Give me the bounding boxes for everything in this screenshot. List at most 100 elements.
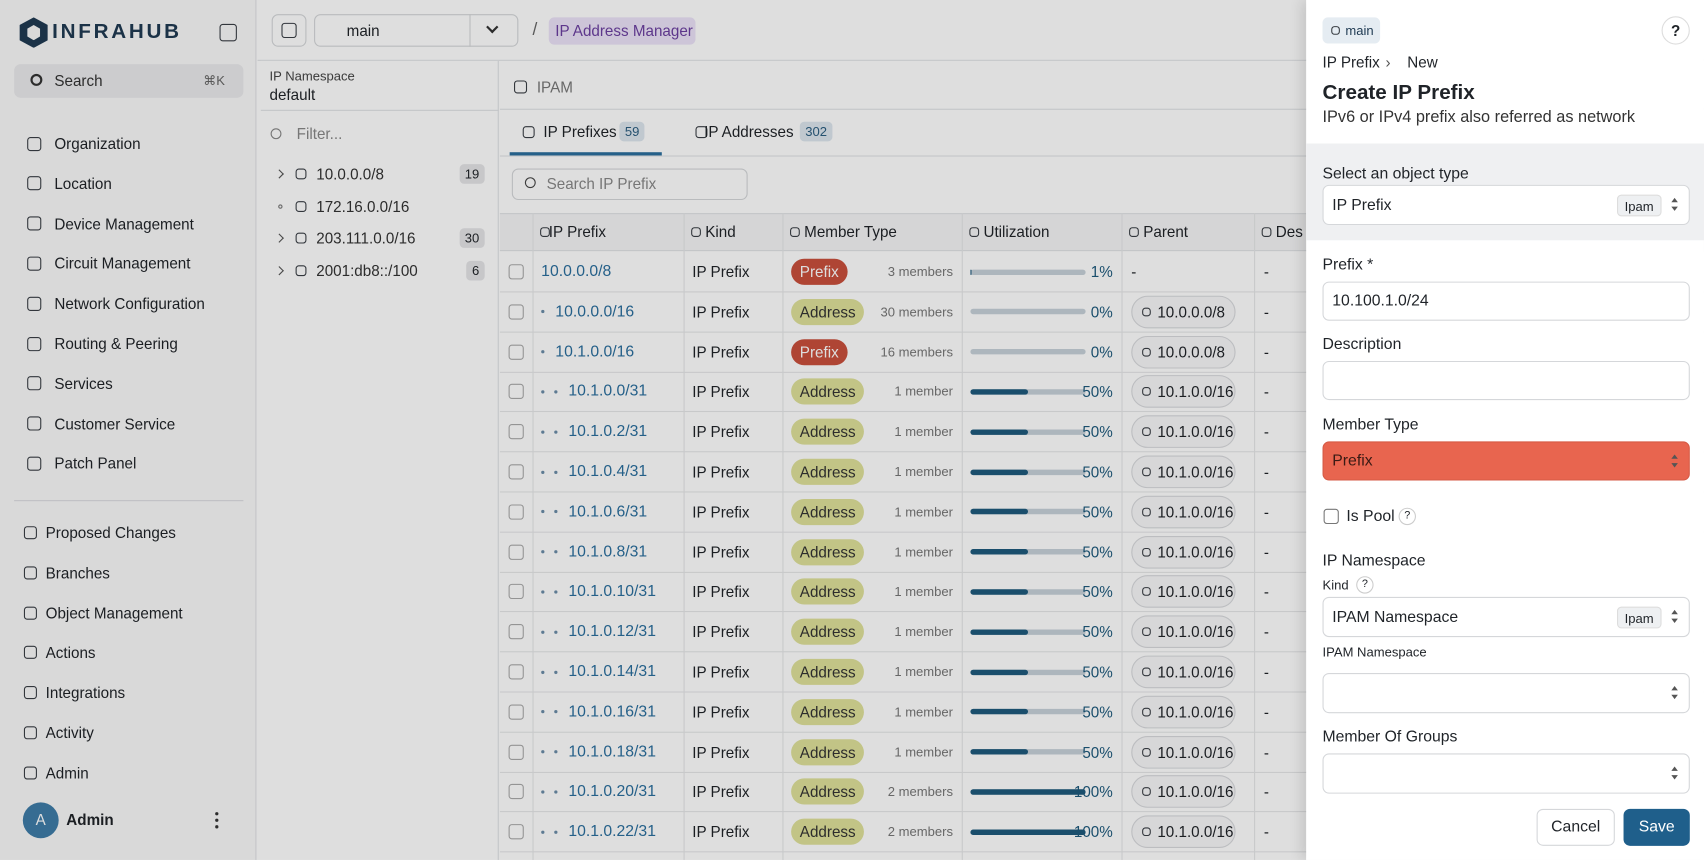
menu-item[interactable]: Routing & Peering xyxy=(54,334,178,353)
tree-item[interactable]: 2001:db8::/100 xyxy=(316,261,418,280)
prefix-link[interactable]: 10.0.0.0/16 xyxy=(555,303,635,321)
column-header[interactable]: Parent xyxy=(1143,222,1189,241)
prefix-link[interactable]: 10.0.0.0/8 xyxy=(541,263,612,281)
tab-label[interactable]: IP Prefixes xyxy=(543,122,617,141)
prefix-link[interactable]: 10.1.0.0/31 xyxy=(568,383,648,401)
breadcrumb[interactable]: IP Address Manager xyxy=(555,21,693,40)
tree-item[interactable]: 172.16.0.0/16 xyxy=(316,197,410,215)
parent-chip[interactable] xyxy=(1131,495,1236,529)
parent-chip[interactable] xyxy=(1131,775,1236,809)
parent-chip[interactable] xyxy=(1131,655,1236,689)
row-checkbox[interactable] xyxy=(508,504,524,520)
prefix-link[interactable]: 10.1.0.12/31 xyxy=(568,623,656,641)
description-input[interactable] xyxy=(1322,360,1690,401)
prefix-link[interactable]: 10.1.0.20/31 xyxy=(568,783,656,801)
parent-chip[interactable] xyxy=(1131,295,1236,329)
tree-item[interactable]: 203.111.0.0/16 xyxy=(316,229,416,247)
row-border xyxy=(499,811,1704,813)
parent-chip[interactable] xyxy=(1131,415,1236,449)
column-header[interactable]: Member Type xyxy=(804,222,897,241)
row-checkbox[interactable] xyxy=(508,704,524,720)
menu-item[interactable]: Activity xyxy=(45,724,94,742)
menu-item[interactable]: Object Management xyxy=(45,604,183,622)
parent-chip[interactable] xyxy=(1131,335,1236,369)
prefix-link[interactable]: 10.1.0.4/31 xyxy=(568,463,648,481)
row-checkbox[interactable] xyxy=(508,744,524,760)
branch-select[interactable] xyxy=(314,14,519,47)
groups-select[interactable] xyxy=(1322,753,1690,794)
utilization-fill xyxy=(970,509,1029,515)
tab-label[interactable]: IP Addresses xyxy=(704,122,794,141)
parent-chip[interactable] xyxy=(1131,575,1236,609)
user-name[interactable]: Admin xyxy=(66,811,114,829)
parent-chip[interactable] xyxy=(1131,375,1236,409)
prefix-link[interactable]: 10.1.0.22/31 xyxy=(568,823,656,841)
icon xyxy=(1142,827,1151,837)
field-label: IPAM Namespace xyxy=(1322,644,1427,660)
menu-item[interactable]: Customer Service xyxy=(54,414,176,433)
parent-chip[interactable] xyxy=(1131,535,1236,569)
parent-chip[interactable] xyxy=(1131,615,1236,649)
utilization-label: 100% xyxy=(1073,823,1113,841)
filter[interactable]: Filter... xyxy=(296,125,343,143)
menu-item[interactable]: Proposed Changes xyxy=(45,524,176,542)
prefix-link[interactable]: 10.1.0.8/31 xyxy=(568,543,648,561)
prefix-input[interactable] xyxy=(1322,281,1690,321)
row-checkbox[interactable] xyxy=(508,624,524,640)
column-header[interactable]: Utilization xyxy=(983,222,1050,241)
menu-item[interactable]: Services xyxy=(54,374,113,393)
row-checkbox[interactable] xyxy=(508,784,524,800)
row-checkbox[interactable] xyxy=(508,544,524,560)
row-checkbox[interactable] xyxy=(508,304,524,320)
menu-item[interactable]: Admin xyxy=(45,764,89,782)
table-search[interactable] xyxy=(511,168,748,201)
select-badge: Ipam xyxy=(1617,606,1662,628)
row-checkbox[interactable] xyxy=(508,384,524,400)
utilization-fill xyxy=(970,589,1029,595)
row-checkbox[interactable] xyxy=(508,584,524,600)
menu-item[interactable]: Organization xyxy=(54,134,141,153)
prefix-link[interactable]: 10.1.0.6/31 xyxy=(568,503,648,521)
tree-item[interactable]: 10.0.0.0/8 xyxy=(316,165,384,183)
column-header[interactable]: Kind xyxy=(705,222,736,241)
parent-chip[interactable] xyxy=(1131,455,1236,489)
menu-item[interactable]: Network Configuration xyxy=(54,294,205,313)
menu-item[interactable]: Actions xyxy=(45,644,96,662)
help[interactable]: ? xyxy=(1404,509,1411,522)
member-type-select[interactable] xyxy=(1322,441,1690,481)
save-button[interactable] xyxy=(1623,808,1690,846)
row-checkbox[interactable] xyxy=(508,424,524,440)
cancel-button[interactable] xyxy=(1536,808,1615,846)
help[interactable]: ? xyxy=(1361,578,1368,591)
prefix-link[interactable]: 10.1.0.10/31 xyxy=(568,583,656,601)
table-search-placeholder[interactable]: Search IP Prefix xyxy=(546,175,657,193)
prefix-link[interactable]: 10.1.0.14/31 xyxy=(568,663,656,681)
prefix-link[interactable]: 10.1.0.16/31 xyxy=(568,703,656,721)
menu-item[interactable]: Device Management xyxy=(54,214,194,233)
prefix-link[interactable]: 10.1.0.0/16 xyxy=(555,343,635,361)
row-checkbox[interactable] xyxy=(508,344,524,360)
namespace-value[interactable]: default xyxy=(269,85,316,104)
column-header[interactable]: IP Prefix xyxy=(548,222,607,241)
is-pool-checkbox[interactable] xyxy=(1323,508,1339,525)
row-checkbox[interactable] xyxy=(508,664,524,680)
row-checkbox[interactable] xyxy=(508,264,524,280)
menu-item[interactable]: Circuit Management xyxy=(54,254,191,273)
menu-item[interactable]: Patch Panel xyxy=(54,454,137,473)
parent-chip[interactable] xyxy=(1131,735,1236,769)
menu-item[interactable]: Branches xyxy=(45,564,110,582)
prefix-link[interactable]: 10.1.0.2/31 xyxy=(568,423,648,441)
calendar-button[interactable] xyxy=(271,14,307,47)
row-checkbox[interactable] xyxy=(508,824,524,840)
parent-chip[interactable] xyxy=(1131,695,1236,729)
namespace-select[interactable] xyxy=(1322,672,1690,714)
menu-item[interactable]: Location xyxy=(54,174,112,193)
column-header[interactable]: Des xyxy=(1275,222,1303,241)
menu-item[interactable]: Integrations xyxy=(45,684,126,702)
crumb[interactable]: IP Prefix xyxy=(1322,53,1380,71)
prefix-link[interactable]: 10.1.0.18/31 xyxy=(568,743,656,761)
parent-chip[interactable] xyxy=(1131,815,1236,849)
help[interactable]: ? xyxy=(1671,21,1681,40)
search[interactable] xyxy=(14,64,244,98)
row-checkbox[interactable] xyxy=(508,464,524,480)
